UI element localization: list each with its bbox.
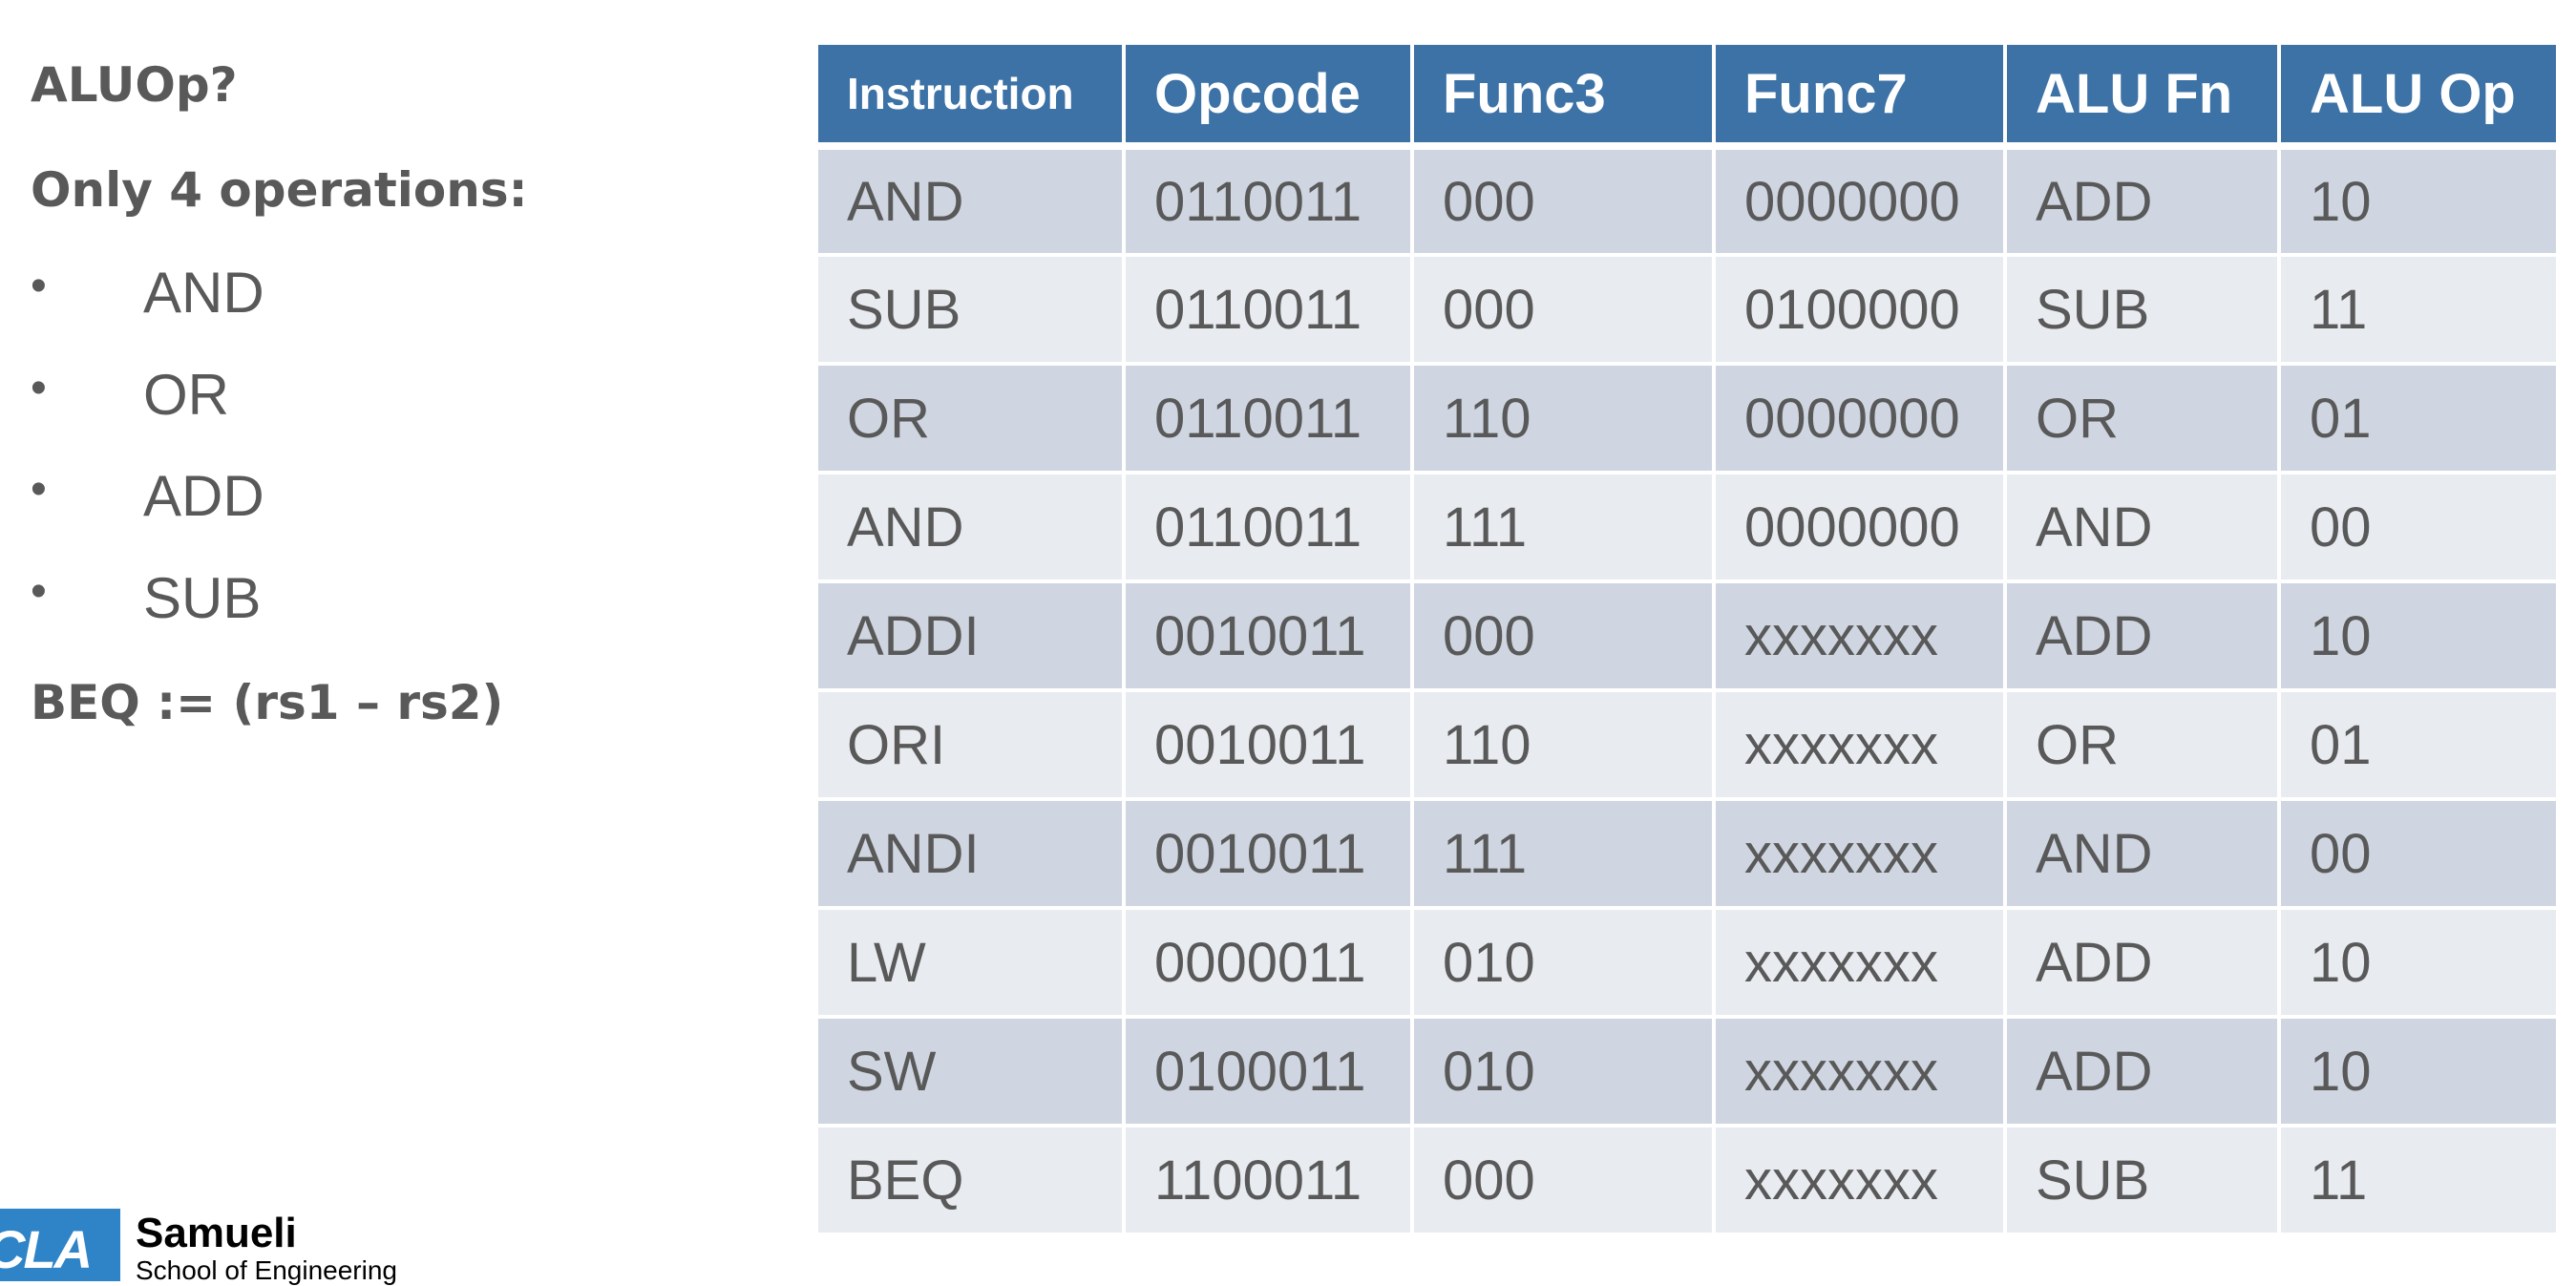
cell-alu-fn: ADD	[2005, 908, 2281, 1019]
header-instruction: Instruction	[818, 45, 1126, 150]
table-row: SW 0100011 010 xxxxxxx ADD 10	[818, 1017, 2556, 1128]
cell-func3: 010	[1412, 908, 1716, 1019]
table-row: BEQ 1100011 000 xxxxxxx SUB 11	[818, 1126, 2556, 1236]
alu-control-table: Instruction Opcode Func3 Func7 ALU Fn AL…	[818, 45, 2556, 1236]
cell-alu-fn: OR	[2005, 690, 2281, 801]
cell-instruction: ORI	[818, 690, 1126, 801]
cell-func7: xxxxxxx	[1714, 1017, 2007, 1128]
cell-instruction: OR	[818, 364, 1126, 474]
cell-func3: 111	[1412, 799, 1716, 910]
header-opcode: Opcode	[1124, 45, 1414, 150]
table-row: SUB 0110011 000 0100000 SUB 11	[818, 255, 2556, 366]
cell-alu-fn: ADD	[2005, 146, 2281, 257]
cell-opcode: 1100011	[1124, 1126, 1414, 1236]
cell-alu-fn: OR	[2005, 364, 2281, 474]
cell-instruction: BEQ	[818, 1126, 1126, 1236]
cell-alu-op: 10	[2279, 908, 2556, 1019]
cell-alu-fn: AND	[2005, 799, 2281, 910]
header-func7: Func7	[1714, 45, 2007, 150]
cell-func3: 000	[1412, 146, 1716, 257]
logo-name: Samueli	[136, 1210, 297, 1256]
table-row: OR 0110011 110 0000000 OR 01	[818, 364, 2556, 474]
operations-subheading: Only 4 operations:	[31, 162, 528, 218]
cell-func7: xxxxxxx	[1714, 1126, 2007, 1236]
cell-opcode: 0110011	[1124, 255, 1414, 366]
cell-opcode: 0010011	[1124, 581, 1414, 692]
cell-func7: xxxxxxx	[1714, 690, 2007, 801]
cell-instruction: AND	[818, 473, 1126, 583]
cell-alu-fn: ADD	[2005, 1017, 2281, 1128]
cell-opcode: 0110011	[1124, 146, 1414, 257]
cell-alu-fn: SUB	[2005, 255, 2281, 366]
cell-alu-fn: ADD	[2005, 581, 2281, 692]
cell-opcode: 0000011	[1124, 908, 1414, 1019]
cell-func3: 110	[1412, 364, 1716, 474]
cell-func3: 111	[1412, 473, 1716, 583]
cell-instruction: SW	[818, 1017, 1126, 1128]
cell-opcode: 0010011	[1124, 690, 1414, 801]
cell-func7: 0000000	[1714, 146, 2007, 257]
cell-func3: 010	[1412, 1017, 1716, 1128]
header-func3: Func3	[1412, 45, 1716, 150]
header-alu-op: ALU Op	[2279, 45, 2556, 150]
cell-func7: 0000000	[1714, 364, 2007, 474]
cell-func7: xxxxxxx	[1714, 908, 2007, 1019]
beq-note: BEQ := (rs1 – rs2)	[31, 675, 504, 730]
bullet-item: • AND	[31, 260, 603, 327]
bullet-icon: •	[31, 363, 47, 413]
alu-control-table-wrap: Instruction Opcode Func3 Func7 ALU Fn AL…	[818, 45, 2556, 1236]
bullet-icon: •	[31, 566, 47, 617]
table-row: LW 0000011 010 xxxxxxx ADD 10	[818, 908, 2556, 1019]
bullet-icon: •	[31, 261, 47, 311]
header-alu-fn: ALU Fn	[2005, 45, 2281, 150]
cell-alu-fn: SUB	[2005, 1126, 2281, 1236]
bullet-text: ADD	[143, 464, 264, 528]
cell-instruction: ADDI	[818, 581, 1126, 692]
cell-instruction: ANDI	[818, 799, 1126, 910]
cell-instruction: AND	[818, 146, 1126, 257]
bullet-item: • OR	[31, 362, 603, 429]
cell-alu-op: 00	[2279, 473, 2556, 583]
cell-alu-op: 11	[2279, 255, 2556, 366]
table-row: ADDI 0010011 000 xxxxxxx ADD 10	[818, 581, 2556, 692]
cell-instruction: SUB	[818, 255, 1126, 366]
cell-func3: 000	[1412, 1126, 1716, 1236]
aluop-heading: ALUOp?	[31, 57, 238, 113]
cell-func3: 000	[1412, 255, 1716, 366]
cell-instruction: LW	[818, 908, 1126, 1019]
cell-alu-op: 10	[2279, 1017, 2556, 1128]
cell-alu-fn: AND	[2005, 473, 2281, 583]
cell-opcode: 0010011	[1124, 799, 1414, 910]
logo-block-text: CLA	[0, 1219, 93, 1279]
cell-alu-op: 00	[2279, 799, 2556, 910]
cell-alu-op: 01	[2279, 690, 2556, 801]
logo-subtitle: School of Engineering	[136, 1255, 397, 1285]
table-row: ANDI 0010011 111 xxxxxxx AND 00	[818, 799, 2556, 910]
bullet-text: SUB	[143, 566, 262, 630]
table-row: ORI 0010011 110 xxxxxxx OR 01	[818, 690, 2556, 801]
bullet-icon: •	[31, 464, 47, 515]
cell-alu-op: 11	[2279, 1126, 2556, 1236]
cell-alu-op: 01	[2279, 364, 2556, 474]
bullet-text: OR	[143, 363, 229, 427]
table-row: AND 0110011 111 0000000 AND 00	[818, 473, 2556, 583]
table-row: AND 0110011 000 0000000 ADD 10	[818, 146, 2556, 257]
cell-alu-op: 10	[2279, 146, 2556, 257]
table-header-row: Instruction Opcode Func3 Func7 ALU Fn AL…	[818, 45, 2556, 150]
cell-alu-op: 10	[2279, 581, 2556, 692]
cell-func3: 110	[1412, 690, 1716, 801]
cell-opcode: 0100011	[1124, 1017, 1414, 1128]
bullet-item: • ADD	[31, 463, 603, 530]
ucla-samueli-logo: CLA Samueli School of Engineering	[0, 1209, 401, 1285]
cell-func7: xxxxxxx	[1714, 799, 2007, 910]
bullet-item: • SUB	[31, 565, 603, 632]
cell-opcode: 0110011	[1124, 364, 1414, 474]
cell-func7: 0000000	[1714, 473, 2007, 583]
cell-func7: xxxxxxx	[1714, 581, 2007, 692]
cell-func3: 000	[1412, 581, 1716, 692]
logo-block: CLA	[0, 1209, 120, 1281]
cell-func7: 0100000	[1714, 255, 2007, 366]
bullet-text: AND	[143, 261, 264, 325]
cell-opcode: 0110011	[1124, 473, 1414, 583]
